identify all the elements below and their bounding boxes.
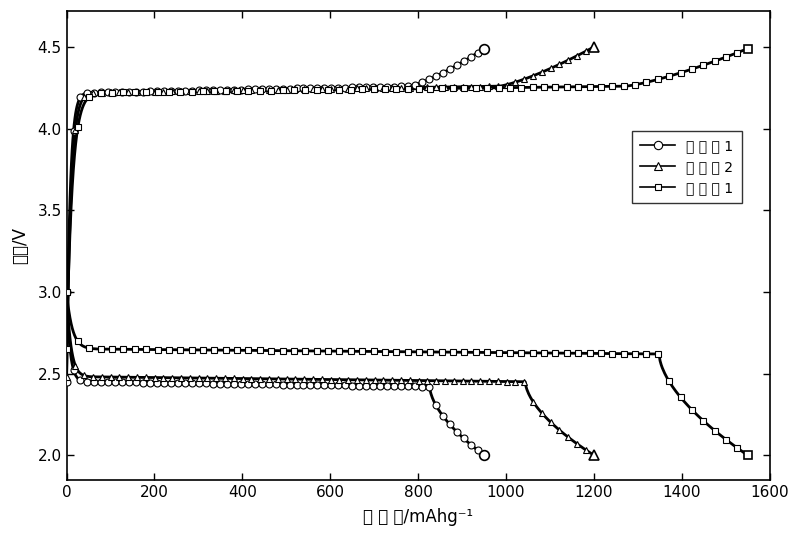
X-axis label: 比 容 量/mAhg⁻¹: 比 容 量/mAhg⁻¹ [363,508,473,526]
Legend: 对 比 例 1, 对 比 例 2, 实 施 例 1: 对 比 例 1, 对 比 例 2, 实 施 例 1 [632,130,742,203]
Y-axis label: 电压/V: 电压/V [11,227,29,264]
